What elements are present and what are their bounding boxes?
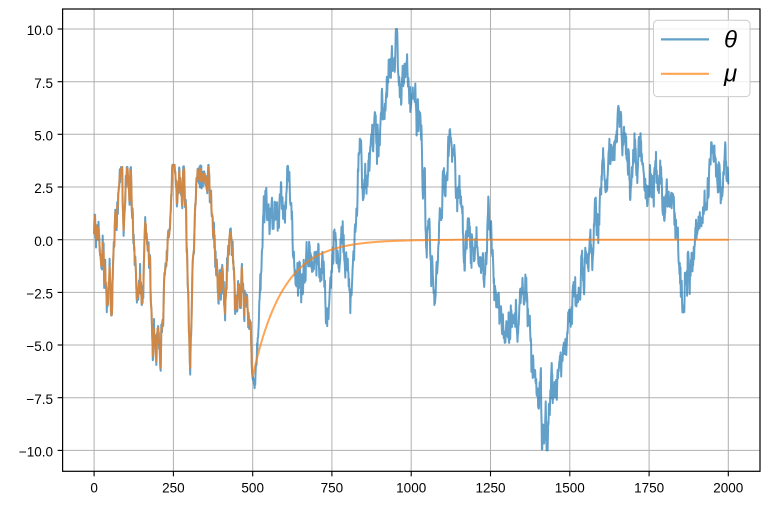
svg-text:2.5: 2.5 xyxy=(34,181,53,196)
svg-text:0.0: 0.0 xyxy=(34,234,53,249)
svg-text:5.0: 5.0 xyxy=(34,129,53,144)
svg-text:500: 500 xyxy=(241,481,264,496)
svg-text:750: 750 xyxy=(321,481,344,496)
svg-text:0: 0 xyxy=(90,481,98,496)
svg-text:−10.0: −10.0 xyxy=(19,445,53,460)
svg-text:θ: θ xyxy=(724,27,737,54)
svg-text:−2.5: −2.5 xyxy=(26,287,53,302)
svg-text:1500: 1500 xyxy=(555,481,585,496)
svg-text:2000: 2000 xyxy=(713,481,743,496)
svg-text:μ: μ xyxy=(723,61,737,88)
svg-text:−5.0: −5.0 xyxy=(26,339,53,354)
svg-text:−7.5: −7.5 xyxy=(26,392,53,407)
svg-text:1000: 1000 xyxy=(396,481,426,496)
svg-text:10.0: 10.0 xyxy=(27,23,53,38)
svg-text:250: 250 xyxy=(162,481,185,496)
svg-text:1250: 1250 xyxy=(475,481,505,496)
svg-text:7.5: 7.5 xyxy=(34,76,53,91)
svg-text:1750: 1750 xyxy=(634,481,664,496)
